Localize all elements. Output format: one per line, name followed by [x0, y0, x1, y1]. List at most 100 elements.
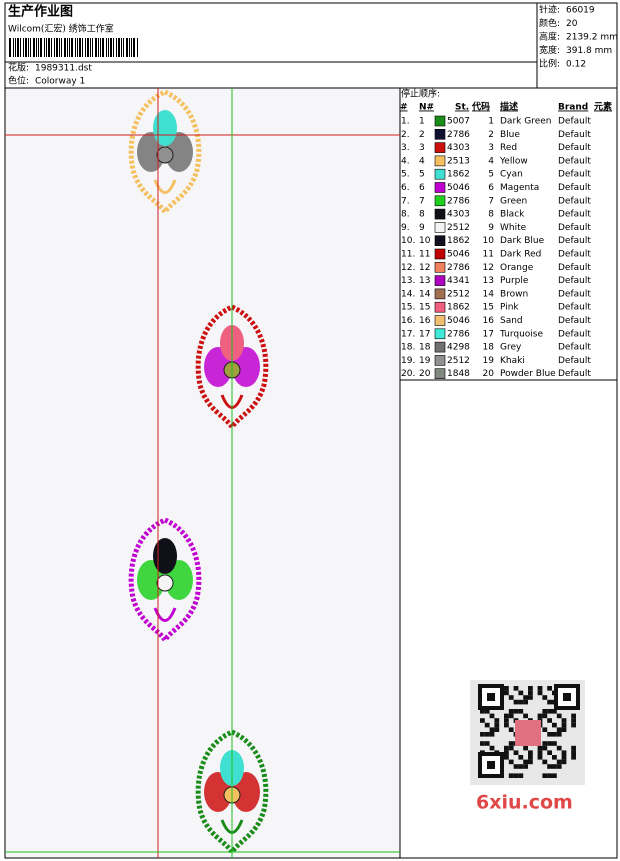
qr-module [571, 755, 576, 760]
bar [54, 38, 55, 57]
qr-module [508, 695, 514, 700]
brand: Default [558, 143, 591, 153]
qr-module [561, 718, 567, 723]
bar [98, 38, 99, 57]
qr-module [552, 732, 557, 737]
qr-module [518, 709, 524, 714]
qr-module [489, 732, 495, 737]
column-header: 元素 [594, 101, 612, 113]
color-swatch [434, 115, 446, 127]
qr-module [561, 750, 567, 755]
needle: 7 [419, 196, 425, 206]
qr-module [484, 741, 490, 746]
qr-module [504, 686, 509, 691]
qr-module [528, 686, 533, 691]
qr-module [508, 745, 514, 751]
qr-module [571, 745, 576, 751]
brand: Default [558, 276, 591, 286]
description: Grey [500, 343, 522, 353]
code: 16 [483, 316, 495, 326]
qr-module [508, 709, 514, 714]
qr-module [542, 741, 548, 746]
stitches: 1862 [447, 236, 470, 246]
qr-module [552, 773, 557, 778]
qr-module [489, 713, 495, 719]
brand: Default [558, 356, 591, 366]
description: Dark Red [500, 250, 541, 260]
bar [118, 38, 120, 57]
qr-module [537, 750, 543, 755]
bar [30, 38, 31, 57]
description: Red [500, 143, 517, 153]
barcode [9, 38, 138, 57]
qr-module [571, 722, 576, 728]
needle: 20 [419, 369, 431, 379]
bar [9, 38, 11, 57]
color-swatch [434, 142, 446, 153]
brand: Default [558, 156, 591, 166]
qr-module [523, 713, 528, 719]
qr-module [504, 755, 509, 760]
qr-module [523, 759, 528, 765]
stitches: 1862 [447, 303, 470, 313]
stitches: 1848 [447, 369, 470, 379]
qr-module [552, 764, 557, 769]
needle: 9 [419, 223, 425, 233]
row-number: 18. [401, 343, 415, 353]
qr-logo [515, 720, 541, 746]
code: 1 [488, 117, 494, 127]
qr-module [494, 718, 500, 723]
needle: 16 [419, 316, 431, 326]
bar [71, 38, 73, 57]
color-swatch [434, 182, 446, 193]
code: 9 [488, 223, 494, 233]
bar [82, 38, 83, 57]
needle: 10 [419, 236, 431, 246]
bar [13, 38, 14, 57]
qr-module [556, 759, 562, 765]
qr-module [508, 713, 514, 719]
bar [61, 38, 62, 57]
color-swatch [434, 275, 446, 286]
qr-module [513, 699, 519, 705]
row-number: 9. [401, 223, 410, 233]
needle: 14 [419, 289, 431, 299]
needle: 6 [419, 183, 425, 193]
stitches: 2513 [447, 156, 470, 166]
qr-module [504, 722, 509, 728]
label: 色位: [8, 75, 29, 87]
code: 15 [483, 303, 494, 313]
brand: Default [558, 130, 591, 140]
qr-module [523, 695, 528, 700]
brand: Default [558, 170, 591, 180]
qr-module [547, 686, 552, 691]
row-number: 17. [401, 329, 415, 339]
code: 8 [488, 210, 494, 220]
bar [79, 38, 81, 57]
qr-module [556, 727, 562, 732]
column-header: # [400, 103, 408, 113]
row-number: 3. [401, 143, 410, 153]
title: 生产作业图 [8, 4, 73, 20]
row-number: 12. [401, 263, 415, 273]
bar [48, 38, 50, 57]
bar [121, 38, 122, 57]
column-header: St. [455, 103, 469, 113]
bar [87, 38, 89, 57]
brand: Default [558, 289, 591, 299]
qr-module [542, 713, 548, 719]
row-number: 8. [401, 210, 410, 220]
column-header: 描述 [500, 101, 518, 113]
color-swatch [434, 248, 446, 260]
bar [92, 38, 93, 57]
needle: 12 [419, 263, 430, 273]
color-swatch [434, 168, 446, 180]
row-number: 4. [401, 156, 410, 166]
needle: 2 [419, 130, 425, 140]
color-swatch [434, 195, 446, 207]
stat-value: 0.12 [566, 60, 586, 70]
qr-module [504, 745, 509, 751]
bar [33, 38, 35, 57]
qr-module [528, 695, 533, 700]
